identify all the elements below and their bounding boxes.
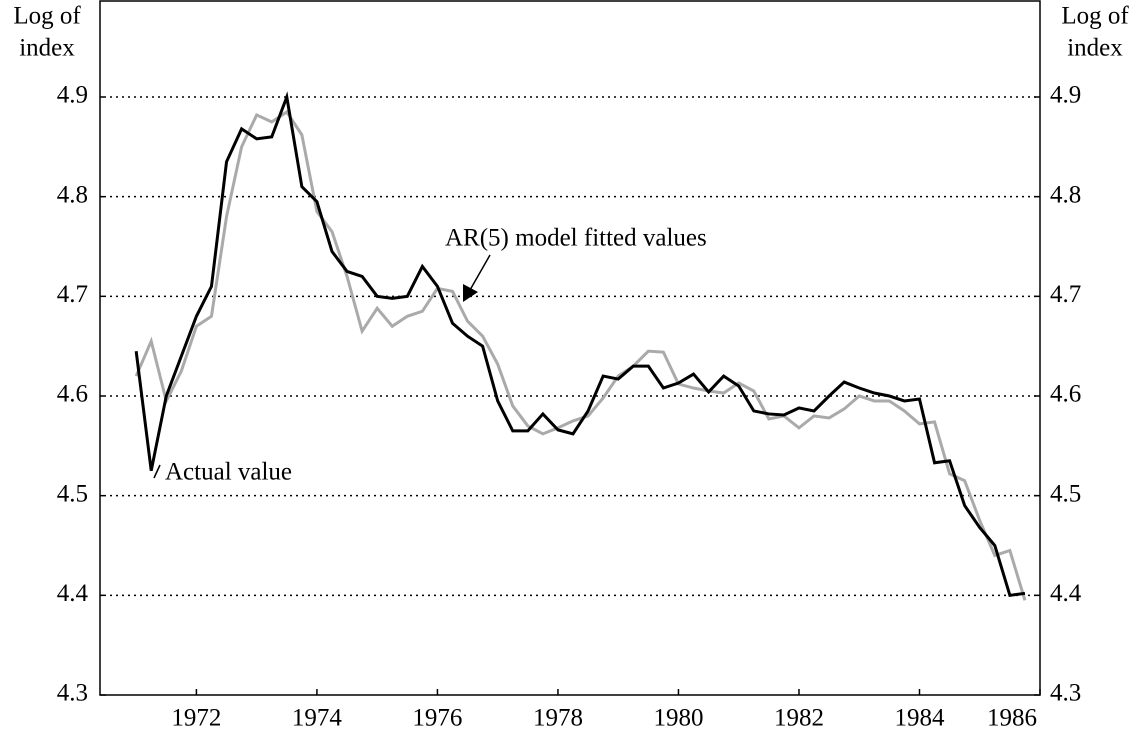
annotation: AR(5) model fitted values — [445, 225, 707, 252]
x-tick-label: 1978 — [533, 705, 583, 732]
y-tick-label: 4.7 — [57, 281, 88, 308]
y-tick-label: 4.8 — [57, 181, 88, 208]
y2-axis-label: Log of — [1061, 3, 1129, 30]
y-axis-label: index — [19, 35, 75, 62]
y2-tick-label: 4.6 — [1050, 381, 1081, 408]
x-tick-label: 1984 — [894, 705, 945, 732]
plot-frame — [99, 0, 1041, 696]
series-line — [134, 109, 1027, 601]
y-tick-label: 4.5 — [57, 480, 88, 507]
y-tick-label: 4.3 — [57, 680, 88, 707]
y-tick-label: 4.4 — [57, 580, 89, 607]
y-tick-label: 4.6 — [57, 381, 88, 408]
annotation-arrow — [469, 254, 491, 291]
y2-tick-label: 4.5 — [1050, 480, 1081, 507]
y-tick-label: 4.9 — [57, 82, 88, 109]
x-tick-label: 1974 — [292, 705, 343, 732]
y2-tick-label: 4.8 — [1050, 181, 1081, 208]
y2-tick-label: 4.3 — [1050, 680, 1081, 707]
y2-tick-label: 4.7 — [1050, 281, 1081, 308]
y2-axis-label: index — [1067, 35, 1123, 62]
y2-tick-label: 4.4 — [1050, 580, 1082, 607]
y2-tick-label: 4.9 — [1050, 82, 1081, 109]
x-tick-label: 1982 — [774, 705, 824, 732]
series-line — [134, 91, 1026, 597]
x-tick-label: 1980 — [653, 705, 703, 732]
annotation: Actual value — [165, 459, 292, 486]
y-axis-label: Log of — [13, 3, 81, 30]
x-tick-label: 1972 — [171, 705, 221, 732]
annotation-arrowhead — [463, 284, 478, 302]
annotation-leader — [153, 464, 161, 479]
x-tick-label: 1976 — [412, 705, 462, 732]
x-tick-label: 1986 — [987, 705, 1037, 732]
